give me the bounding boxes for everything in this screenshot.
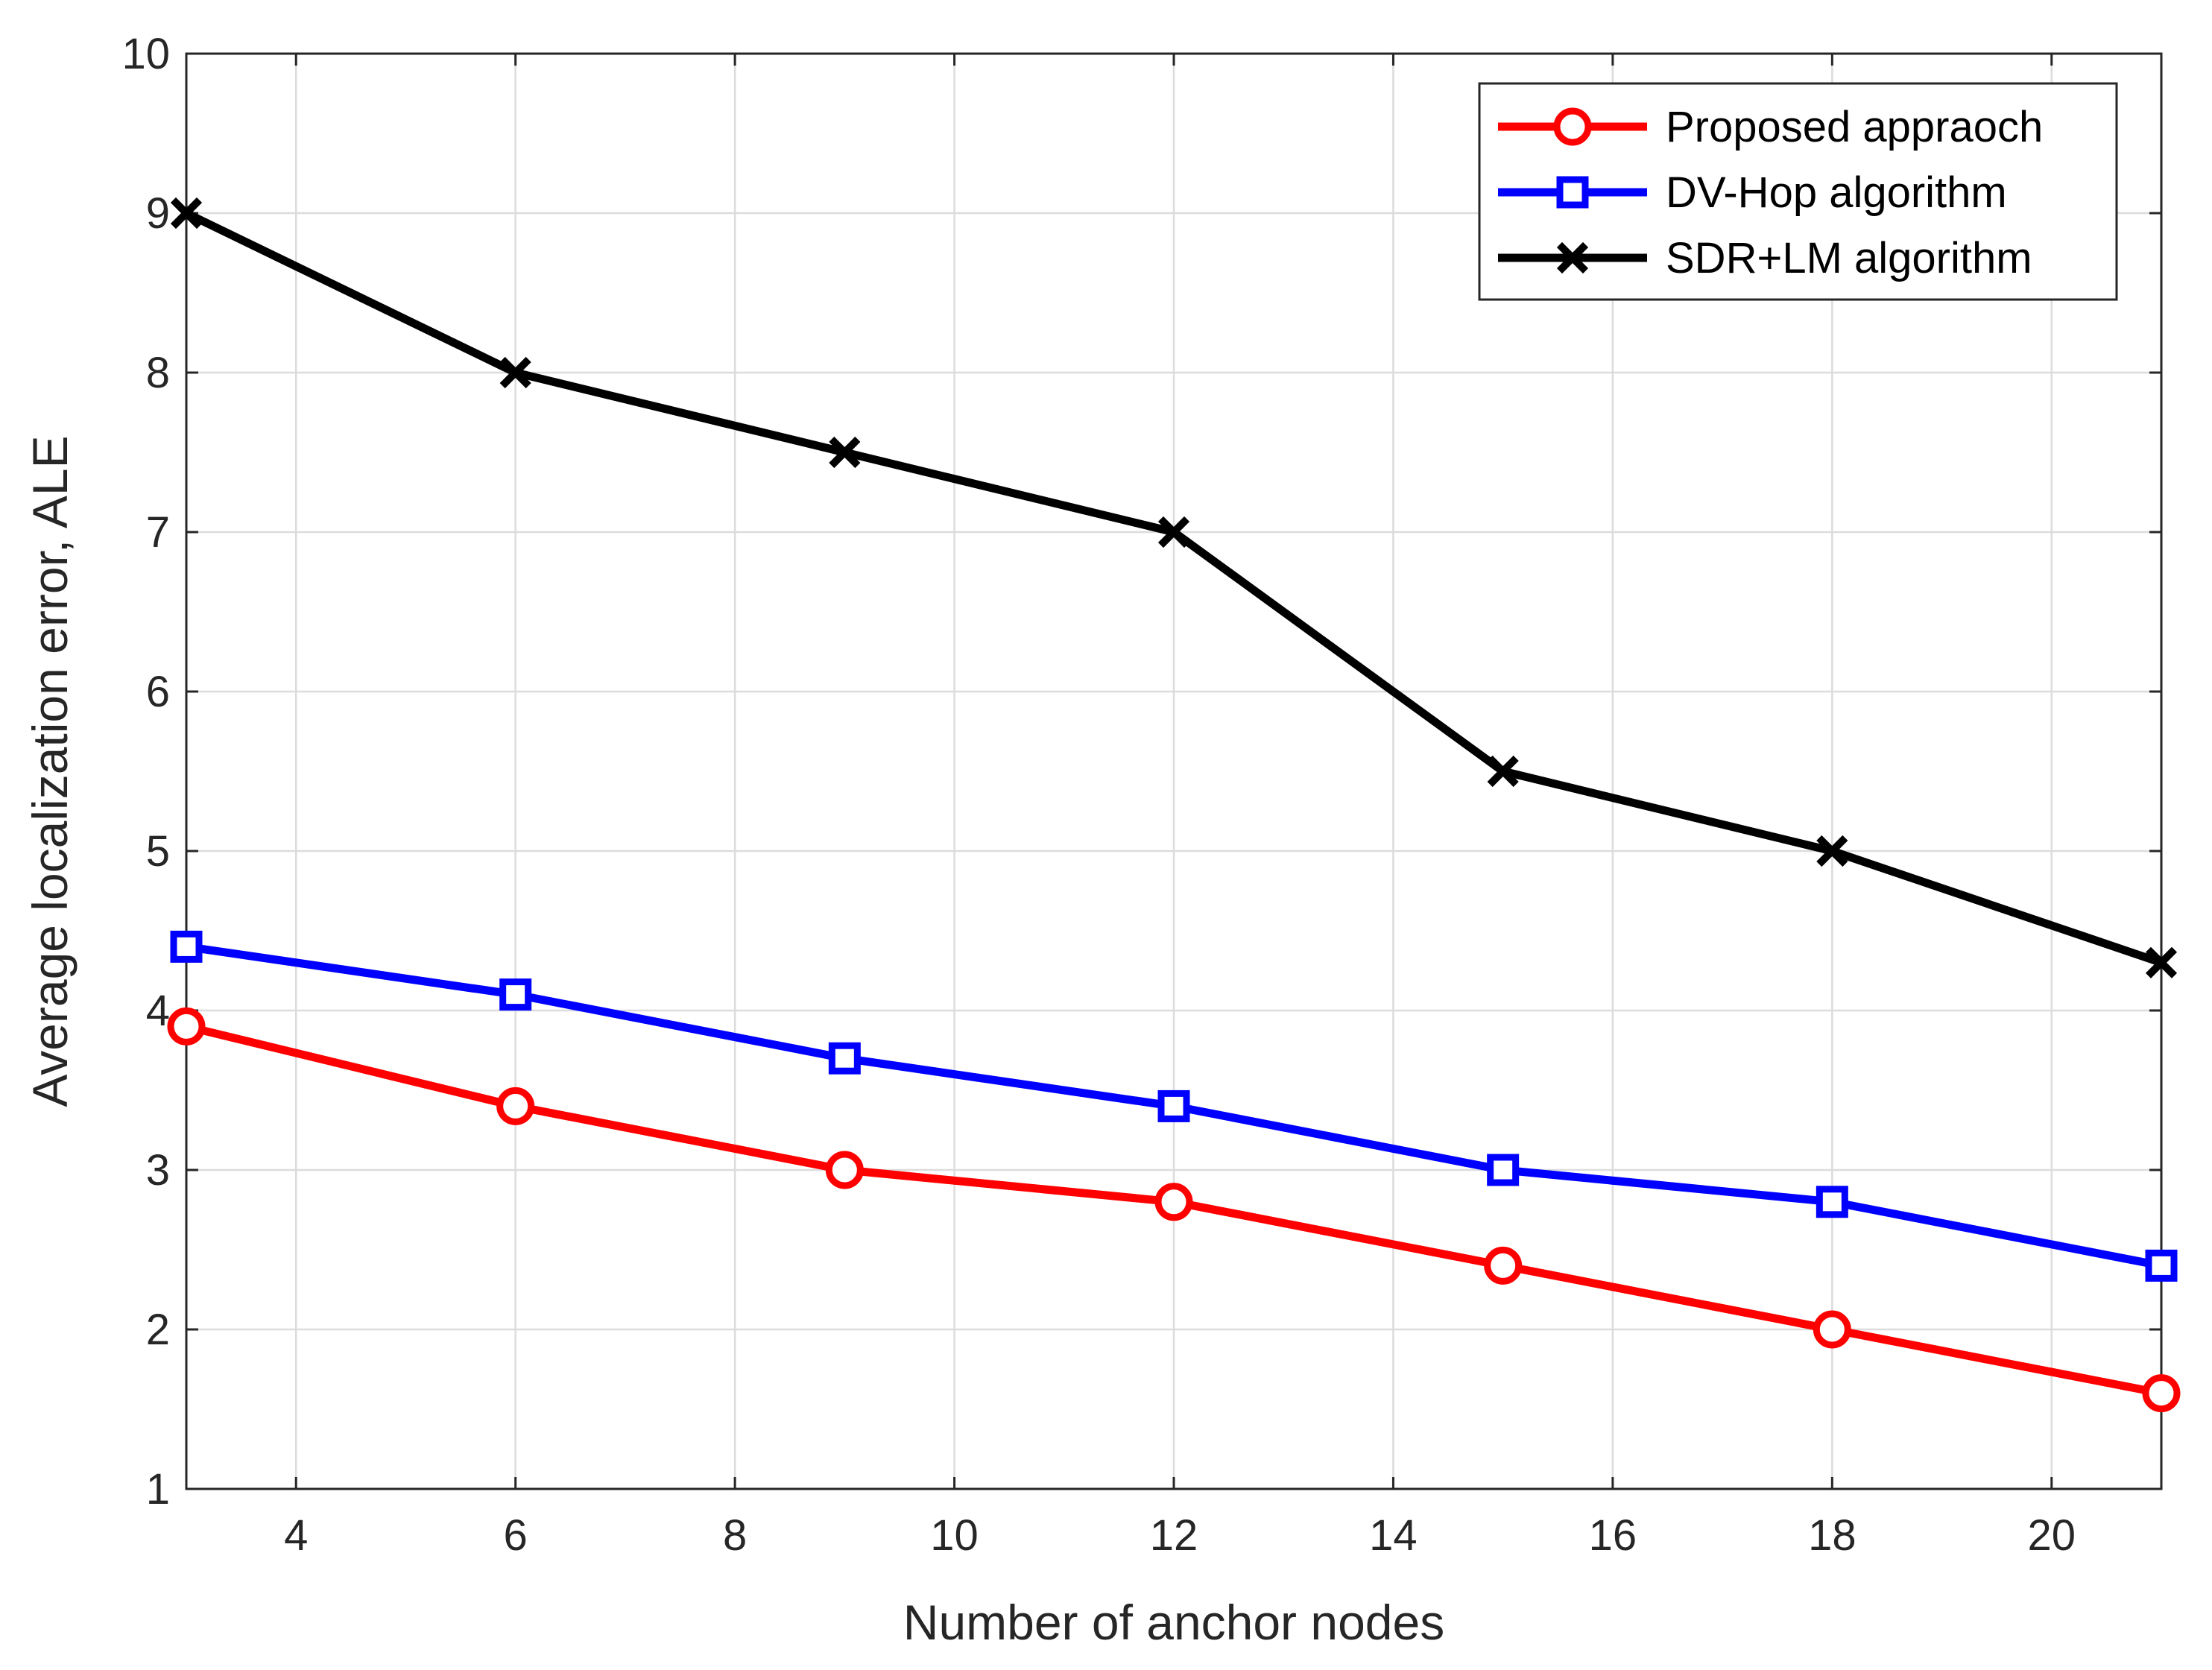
series-2 [170,930,2178,1282]
x-tick-label: 10 [930,1511,979,1560]
data-point [1813,1310,1851,1349]
y-axis-title: Average localization error, ALE [22,435,78,1107]
y-tick-label: 10 [121,30,170,78]
x-tick-label: 18 [1808,1511,1856,1560]
legend-label: SDR+LM algorithm [1666,234,2032,282]
legend-item: SDR+LM algorithm [1498,234,2032,282]
data-point [499,356,531,389]
data-point [1816,835,1848,867]
data-point [829,436,861,469]
data-point [1157,516,1190,548]
y-tick-label: 7 [146,508,170,557]
y-tick-label: 5 [146,827,170,876]
data-point [499,978,532,1011]
y-tick-label: 6 [146,668,170,716]
data-point [2145,946,2178,978]
data-point [170,930,203,963]
y-tick-label: 8 [146,349,170,397]
legend-marker [1556,241,1589,274]
x-tick-label: 16 [1589,1511,1637,1560]
y-tick-label: 9 [146,189,170,238]
x-tick-label: 14 [1369,1511,1418,1560]
x-tick-label: 8 [723,1511,747,1560]
series-3 [170,197,2178,978]
data-point [1157,1089,1190,1122]
series-1 [167,1007,2181,1413]
legend-item: Proposed appraoch [1498,103,2043,151]
data-point [2145,1249,2178,1282]
legend-label: Proposed appraoch [1666,103,2043,151]
data-point [170,197,203,230]
y-tick-label: 3 [146,1146,170,1195]
data-point [1154,1183,1193,1221]
data-point [825,1151,864,1189]
x-tick-label: 12 [1150,1511,1198,1560]
data-point [1487,755,1519,788]
y-tick-label: 2 [146,1306,170,1354]
y-tick-label: 4 [146,987,170,1035]
data-series [167,197,2181,1413]
x-tick-label: 4 [284,1511,308,1560]
legend: Proposed appraoch DV-Hop algorithm SDR+LM … [1478,82,2118,301]
data-point [167,1007,206,1046]
data-point [2142,1374,2181,1413]
data-point [496,1087,535,1125]
legend-marker [1556,176,1589,209]
data-point [1484,1246,1523,1285]
legend-marker [1553,107,1592,146]
data-point [1816,1186,1848,1218]
x-axis-title: Number of anchor nodes [903,1595,1444,1650]
y-tick-label: 1 [146,1465,170,1514]
legend-item: DV-Hop algorithm [1498,168,2007,217]
x-tick-label: 20 [2028,1511,2076,1560]
data-point [828,1042,861,1075]
x-tick-label: 6 [504,1511,528,1560]
data-point [1487,1154,1520,1186]
legend-label: DV-Hop algorithm [1666,168,2007,217]
